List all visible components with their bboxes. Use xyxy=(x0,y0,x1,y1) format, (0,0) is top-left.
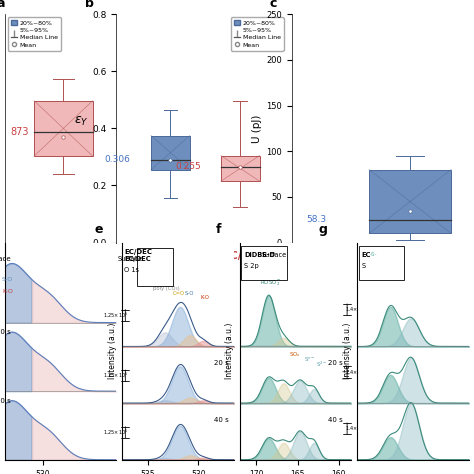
FancyBboxPatch shape xyxy=(369,170,451,234)
Text: f: f xyxy=(215,223,221,236)
Text: $1.25\!\times\!10^5$: $1.25\!\times\!10^5$ xyxy=(103,428,128,437)
Text: 40 s: 40 s xyxy=(328,417,343,423)
Text: 20 s: 20 s xyxy=(214,360,228,366)
Text: S$^{n-}$: S$^{n-}$ xyxy=(304,356,316,364)
Text: $1.4\!\times\!10^4$: $1.4\!\times\!10^4$ xyxy=(345,424,367,433)
Text: DiDBE: DiDBE xyxy=(392,251,428,261)
Text: S-O: S-O xyxy=(2,277,13,283)
Legend: 20%~80%, 5%~95%, Median Line, Mean: 20%~80%, 5%~95%, Median Line, Mean xyxy=(8,18,61,51)
Legend: 20%~80%, 5%~95%, Median Line, Mean: 20%~80%, 5%~95%, Median Line, Mean xyxy=(231,18,283,51)
Text: K-O: K-O xyxy=(2,289,13,294)
Text: g: g xyxy=(319,223,327,236)
Text: Surface: Surface xyxy=(0,256,11,262)
Text: a: a xyxy=(0,0,5,9)
Bar xyxy=(359,246,404,280)
Text: S: S xyxy=(362,264,365,269)
Text: e: e xyxy=(94,223,103,236)
Text: DiDBE-D: DiDBE-D xyxy=(244,252,275,258)
Text: SO$_x$: SO$_x$ xyxy=(289,350,301,359)
Y-axis label: Intensity (a.u.): Intensity (a.u.) xyxy=(108,323,117,379)
Y-axis label: $\varepsilon_Y$: $\varepsilon_Y$ xyxy=(73,115,88,128)
Text: poly (CO₃): poly (CO₃) xyxy=(153,286,180,291)
Text: S 2p: S 2p xyxy=(244,264,259,269)
Text: b: b xyxy=(85,0,94,9)
Text: EC/DEC: EC/DEC xyxy=(124,256,151,262)
Text: EC/DEC: EC/DEC xyxy=(37,251,79,261)
Text: K-O: K-O xyxy=(201,295,209,300)
Text: S$^{2-}$: S$^{2-}$ xyxy=(316,360,327,369)
Text: c: c xyxy=(270,0,277,9)
Y-axis label: Intensity (a.u.): Intensity (a.u.) xyxy=(225,323,234,379)
Text: $1.25\!\times\!10^5$: $1.25\!\times\!10^5$ xyxy=(103,310,128,320)
Text: 58.3: 58.3 xyxy=(306,215,326,224)
Text: EC: EC xyxy=(362,252,371,258)
Text: $1.25\!\times\!10^5$: $1.25\!\times\!10^5$ xyxy=(103,371,128,381)
Text: 40 s: 40 s xyxy=(0,398,11,404)
Text: DiDBE-D: DiDBE-D xyxy=(146,251,195,261)
Text: O 1s: O 1s xyxy=(124,267,139,273)
Bar xyxy=(137,248,173,286)
FancyBboxPatch shape xyxy=(221,155,260,181)
Text: 0.255: 0.255 xyxy=(176,163,201,172)
Text: 20 s: 20 s xyxy=(0,329,11,335)
Text: 40 s: 40 s xyxy=(214,417,228,423)
Bar xyxy=(241,246,287,280)
Y-axis label: U (pJ): U (pJ) xyxy=(252,114,262,143)
Text: 20 s: 20 s xyxy=(328,360,343,366)
FancyBboxPatch shape xyxy=(151,136,190,170)
Y-axis label: Intensity (a.u.): Intensity (a.u.) xyxy=(343,323,352,379)
Text: $1.4\!\times\!10^4$: $1.4\!\times\!10^4$ xyxy=(345,367,367,377)
Text: 873: 873 xyxy=(10,127,28,137)
Text: $1.4\!\times\!10^4$: $1.4\!\times\!10^4$ xyxy=(345,305,367,314)
FancyBboxPatch shape xyxy=(34,100,93,156)
Text: ROSO$_2^-$: ROSO$_2^-$ xyxy=(261,278,282,288)
Text: Surface: Surface xyxy=(262,252,287,258)
Text: EC/DEC: EC/DEC xyxy=(124,249,152,255)
Text: C=O: C=O xyxy=(173,292,185,296)
Text: S-O: S-O xyxy=(185,292,194,296)
Text: 0.306: 0.306 xyxy=(104,155,130,164)
Text: Surface: Surface xyxy=(117,256,143,262)
Text: EC/DEC: EC/DEC xyxy=(223,251,265,261)
Text: -S-: -S- xyxy=(370,252,377,257)
